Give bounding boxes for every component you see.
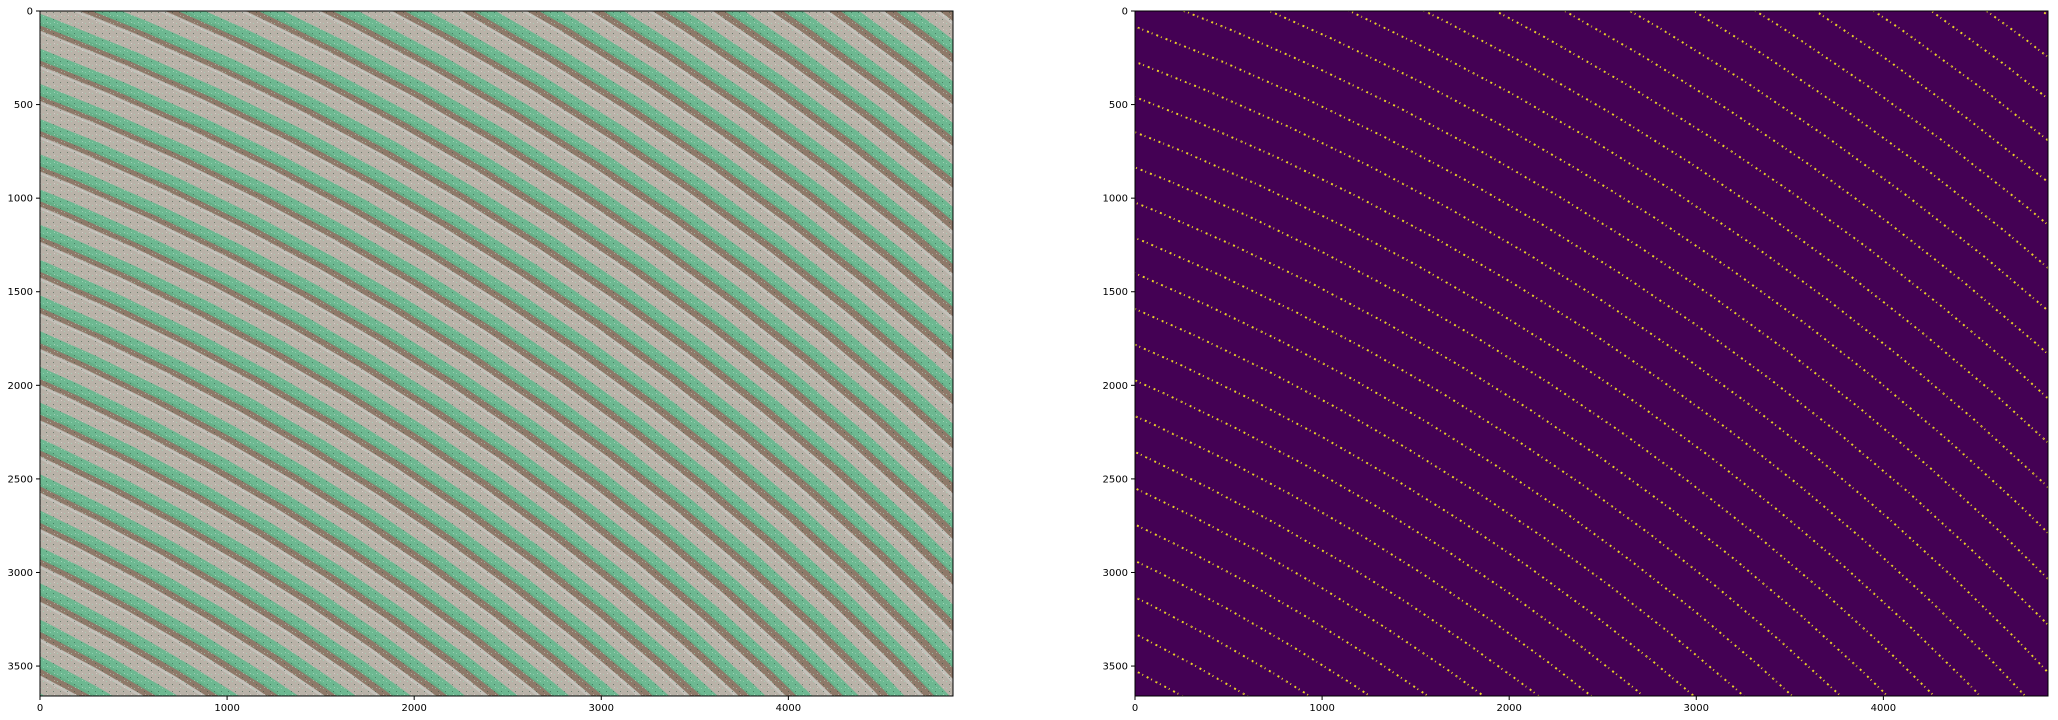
y-tick-label: 2500 — [1103, 474, 1128, 485]
x-tick-label: 3000 — [589, 703, 614, 714]
y-tick-label: 2000 — [8, 381, 33, 392]
y-tick-label: 500 — [14, 100, 33, 111]
y-tick-label: 3000 — [8, 568, 33, 579]
y-tick-label: 1000 — [1103, 194, 1128, 205]
y-axis-ticks: 0 500 1000 1500 2000 2500 3000 3500 — [1103, 7, 1135, 673]
x-tick-label: 1000 — [1309, 703, 1334, 714]
x-tick-label: 2000 — [401, 703, 426, 714]
y-tick-label: 3000 — [1103, 568, 1128, 579]
x-tick-label: 3000 — [1684, 703, 1709, 714]
y-axis-ticks: 0 500 1000 1500 2000 2500 3000 3500 — [8, 7, 40, 673]
axes-frame — [39, 10, 954, 697]
x-tick-label: 0 — [1132, 703, 1138, 714]
y-tick-label: 2500 — [8, 474, 33, 485]
x-axis-ticks: 0 1000 2000 3000 4000 — [1132, 696, 1896, 714]
x-tick-label: 4000 — [1871, 703, 1896, 714]
y-tick-label: 1500 — [8, 287, 33, 298]
x-tick-label: 0 — [37, 703, 43, 714]
x-tick-label: 4000 — [776, 703, 801, 714]
mask-noise — [1135, 11, 2048, 696]
rgb-image-texture — [40, 11, 953, 696]
y-tick-label: 1000 — [8, 194, 33, 205]
y-tick-label: 3500 — [1103, 662, 1128, 673]
x-tick-label: 1000 — [214, 703, 239, 714]
y-tick-label: 500 — [1109, 100, 1128, 111]
x-tick-label: 2000 — [1496, 703, 1521, 714]
axes-frame — [1134, 10, 2049, 697]
x-axis-ticks: 0 1000 2000 3000 4000 — [37, 696, 801, 714]
y-tick-label: 0 — [1122, 7, 1128, 18]
y-tick-label: 2000 — [1103, 381, 1128, 392]
y-tick-label: 1500 — [1103, 287, 1128, 298]
y-tick-label: 3500 — [8, 662, 33, 673]
y-tick-label: 0 — [27, 7, 33, 18]
